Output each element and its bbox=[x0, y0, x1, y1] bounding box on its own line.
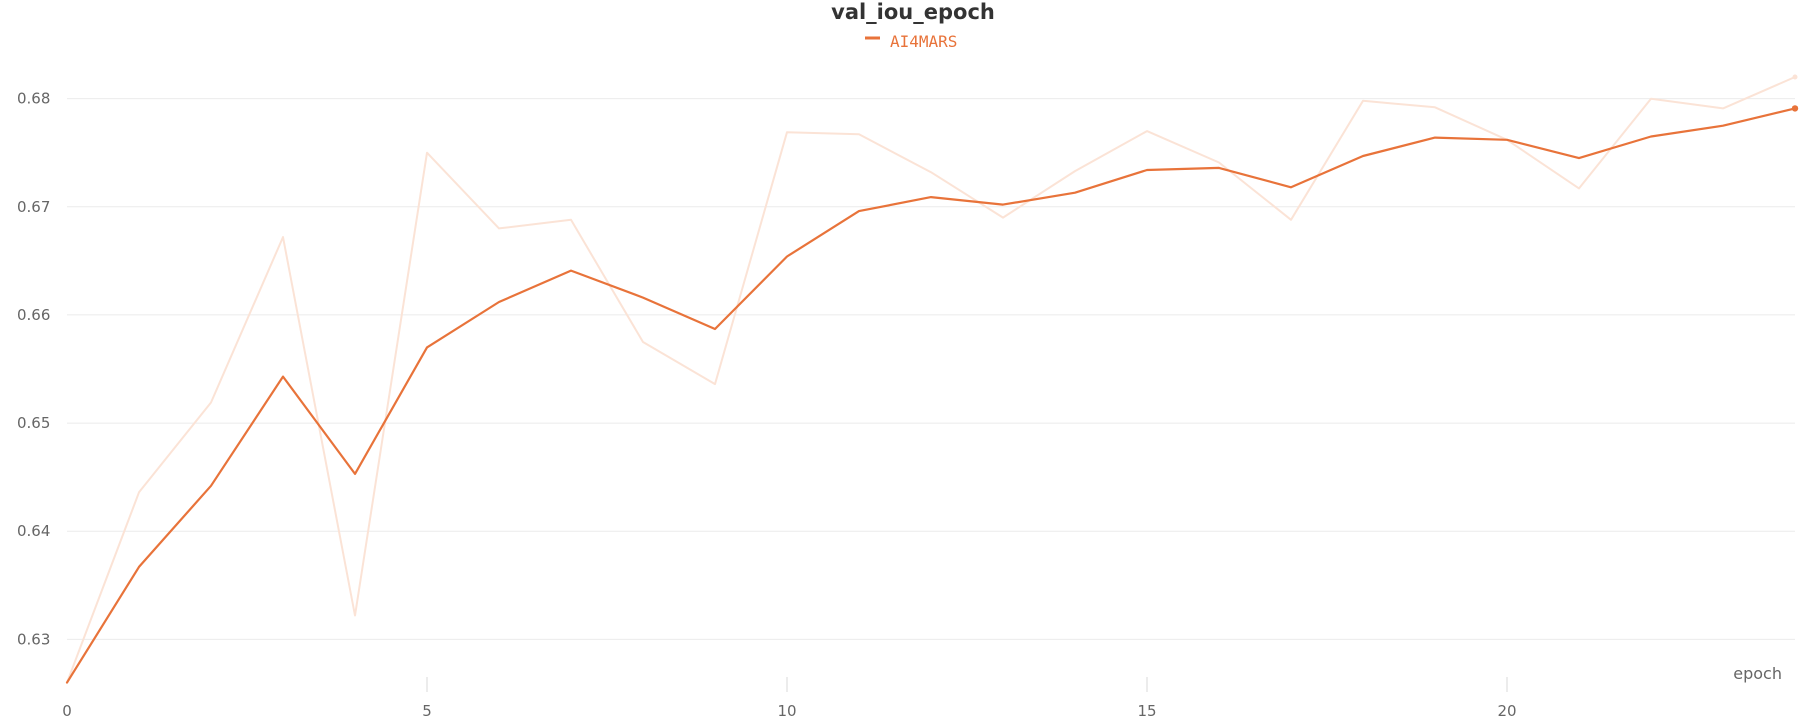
y-tick-label: 0.64 bbox=[17, 522, 50, 540]
series-line-smoothed bbox=[65, 107, 1797, 684]
y-tick-label: 0.68 bbox=[17, 90, 50, 108]
x-tick-label: 10 bbox=[777, 702, 796, 720]
series-endpoint-smoothed bbox=[1791, 105, 1799, 112]
x-tick-label: 0 bbox=[62, 702, 72, 720]
x-tick-label: 5 bbox=[422, 702, 432, 720]
x-tick-label: 15 bbox=[1137, 702, 1156, 720]
x-axis-label: epoch bbox=[1733, 664, 1782, 683]
chart-title: val_iou_epoch bbox=[831, 0, 995, 24]
series-endpoint-raw bbox=[1792, 74, 1798, 80]
series-line-raw bbox=[66, 76, 1796, 684]
y-tick-label: 0.66 bbox=[17, 306, 50, 324]
legend[interactable]: AI4MARS bbox=[865, 32, 957, 51]
y-tick-label: 0.67 bbox=[17, 198, 50, 216]
x-tick-label: 20 bbox=[1497, 702, 1516, 720]
series-lines bbox=[65, 74, 1799, 684]
y-tick-label: 0.63 bbox=[17, 630, 50, 648]
gridlines: 0.63 0.64 0.65 0.66 0.67 0.68 bbox=[17, 90, 1795, 648]
legend-label-ai4mars: AI4MARS bbox=[890, 32, 957, 51]
y-tick-label: 0.65 bbox=[17, 414, 50, 432]
x-axis-ticks: 0 5 10 15 20 bbox=[62, 677, 1517, 720]
